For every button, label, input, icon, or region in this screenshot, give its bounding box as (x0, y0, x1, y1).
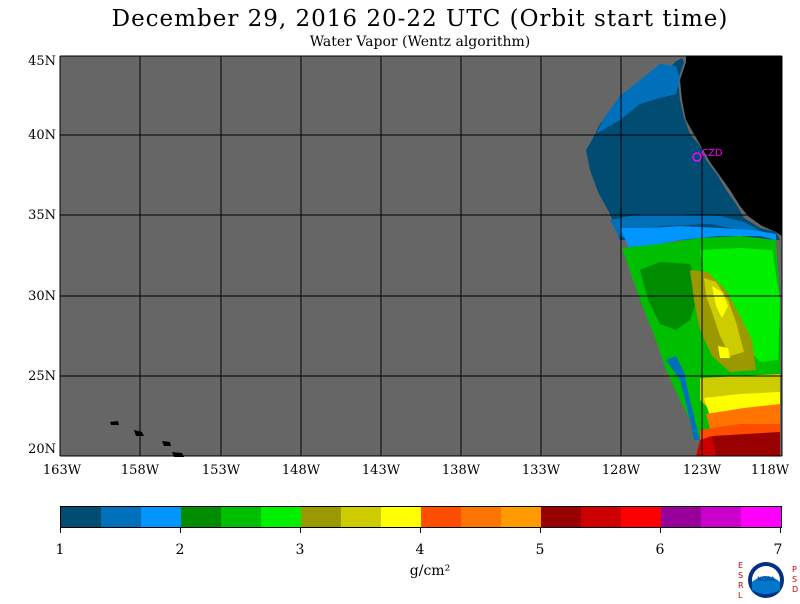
map-title: December 29, 2016 20-22 UTC (Orbit start… (111, 6, 729, 32)
lon-label-133w: 133W (521, 463, 561, 478)
lat-label-40n: 40N (28, 128, 56, 143)
colorbar-tick (60, 528, 61, 533)
colorbar-cell (61, 507, 101, 527)
lat-label-30n: 30N (28, 289, 56, 304)
logo-letter-p: P (792, 565, 797, 574)
colorbar-label-3: 3 (295, 542, 305, 558)
colorbar-units: g/cm² (409, 563, 451, 579)
lon-label-123w: 123W (682, 463, 722, 478)
colorbar-cell (581, 507, 621, 527)
lon-label-158w: 158W (120, 463, 160, 478)
lat-label-45n: 45N (28, 54, 56, 69)
map-area: CZD (59, 55, 783, 457)
colorbar-cell (341, 507, 381, 527)
colorbar-cell (141, 507, 181, 527)
lat-label-25n: 25N (28, 369, 56, 384)
lat-label-20n: 20N (28, 442, 56, 457)
colorbar-cell (221, 507, 261, 527)
colorbar-tick (180, 528, 181, 533)
colorbar-cell (461, 507, 501, 527)
lon-label-143w: 143W (361, 463, 401, 478)
colorbar-cell (261, 507, 301, 527)
colorbar-cell (501, 507, 541, 527)
lon-label-163w: 163W (42, 463, 82, 478)
station-marker-icon (692, 152, 702, 162)
colorbar-cell (701, 507, 741, 527)
lat-label-35n: 35N (28, 208, 56, 223)
colorbar-cell (621, 507, 661, 527)
station-label: CZD (701, 148, 723, 159)
colorbar-label-6: 6 (655, 542, 665, 558)
lon-label-153w: 153W (201, 463, 241, 478)
logo-letter-s2: S (792, 575, 797, 584)
colorbar-tick (780, 528, 781, 533)
colorbar-label-7: 7 (773, 542, 783, 558)
swath-yellow-2 (718, 346, 730, 358)
swath-red (696, 436, 716, 456)
water-vapor-swath (586, 58, 780, 456)
noaa-logo-icon: E S R L P S D NOAA (738, 561, 798, 600)
logo-letter-r: R (738, 581, 744, 590)
colorbar-label-4: 4 (415, 542, 425, 558)
colorbar-tick (300, 528, 301, 533)
colorbar-label-1: 1 (55, 542, 65, 558)
colorbar-label-5: 5 (535, 542, 545, 558)
colorbar-tick (660, 528, 661, 533)
colorbar-cell (741, 507, 781, 527)
swath-bright-blue (620, 226, 776, 250)
colorbar-cell (541, 507, 581, 527)
swath-blue-2 (610, 214, 778, 240)
logo-letter-e: E (738, 561, 743, 570)
logo-letter-d: D (792, 585, 798, 594)
colorbar-cell (101, 507, 141, 527)
esrl-psd-noaa-logo: E S R L P S D NOAA (732, 556, 800, 600)
colorbar-cell (381, 507, 421, 527)
swath-dark-red (712, 432, 780, 456)
colorbar-cell (661, 507, 701, 527)
swath-yellow-green (704, 278, 744, 356)
map-subtitle: Water Vapor (Wentz algorithm) (309, 34, 531, 50)
lon-label-128w: 128W (601, 463, 641, 478)
logo-letter-s: S (738, 571, 743, 580)
land-north-america (680, 56, 782, 236)
color-scale-bar (60, 506, 782, 528)
colorbar-label-2: 2 (175, 542, 185, 558)
swath-blue-1 (596, 64, 680, 134)
water-vapor-map: CZD (59, 55, 783, 457)
colorbar-tick (420, 528, 421, 533)
lon-label-148w: 148W (281, 463, 321, 478)
colorbar-cell (421, 507, 461, 527)
colorbar-cell (181, 507, 221, 527)
map-grid (59, 55, 783, 457)
logo-emblem-text: NOAA (757, 576, 775, 583)
swath-yellow (712, 286, 728, 318)
colorbar-tick (540, 528, 541, 533)
station-marker: CZD (692, 148, 723, 162)
colorbar-cell (301, 507, 341, 527)
logo-letter-l: L (738, 591, 743, 600)
lon-label-138w: 138W (441, 463, 481, 478)
swath-bright-green (700, 248, 780, 362)
lon-label-118w: 118W (750, 463, 790, 478)
swath-blue-edge (666, 356, 700, 440)
